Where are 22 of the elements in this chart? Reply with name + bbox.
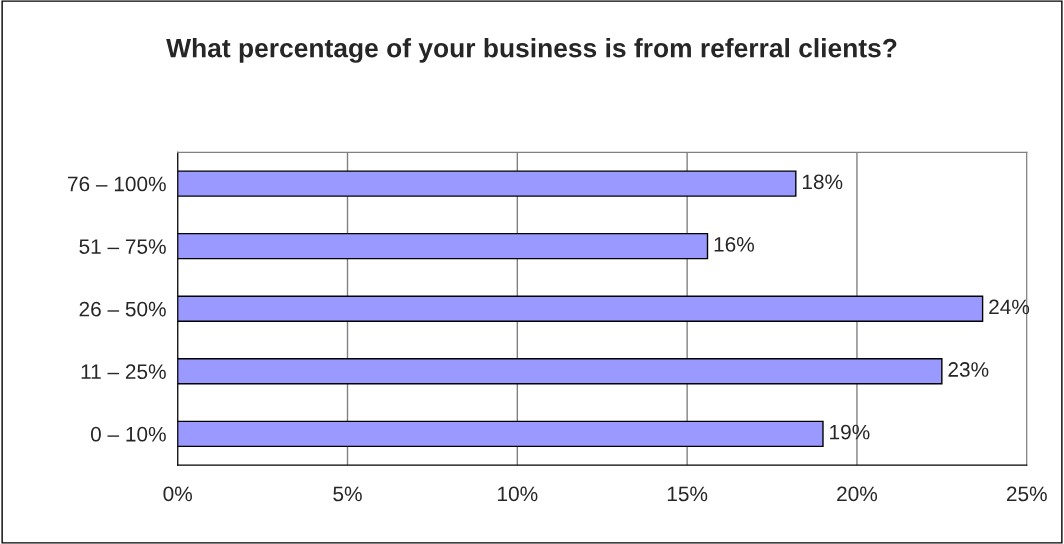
x-tick-label: 5% (333, 486, 362, 502)
x-tick-label: 15% (667, 486, 708, 502)
bar (177, 358, 943, 385)
x-tick-label: 20% (837, 486, 878, 502)
bar (177, 170, 797, 197)
y-tick-label: 51 – 75% (79, 239, 166, 254)
y-tick-label: 26 – 50% (79, 301, 166, 317)
chart-title: What percentage of your business is from referral clients? (166, 38, 897, 63)
data-label: 19% (830, 424, 870, 440)
data-label: 16% (714, 237, 755, 252)
y-tick-label: 11 – 25% (81, 364, 166, 380)
data-label: 18% (802, 174, 843, 190)
x-tick-label: 25% (1006, 486, 1047, 502)
y-tick-label: 0 – 10% (90, 426, 166, 442)
bar (177, 420, 824, 448)
y-tick-label: 76 – 100% (68, 176, 166, 192)
x-tick-label: 10% (498, 486, 538, 502)
data-label: 23% (948, 362, 989, 377)
data-label: 24% (989, 299, 1030, 315)
bar (177, 232, 709, 260)
bar (177, 295, 984, 322)
x-tick-label: 0% (163, 486, 192, 502)
